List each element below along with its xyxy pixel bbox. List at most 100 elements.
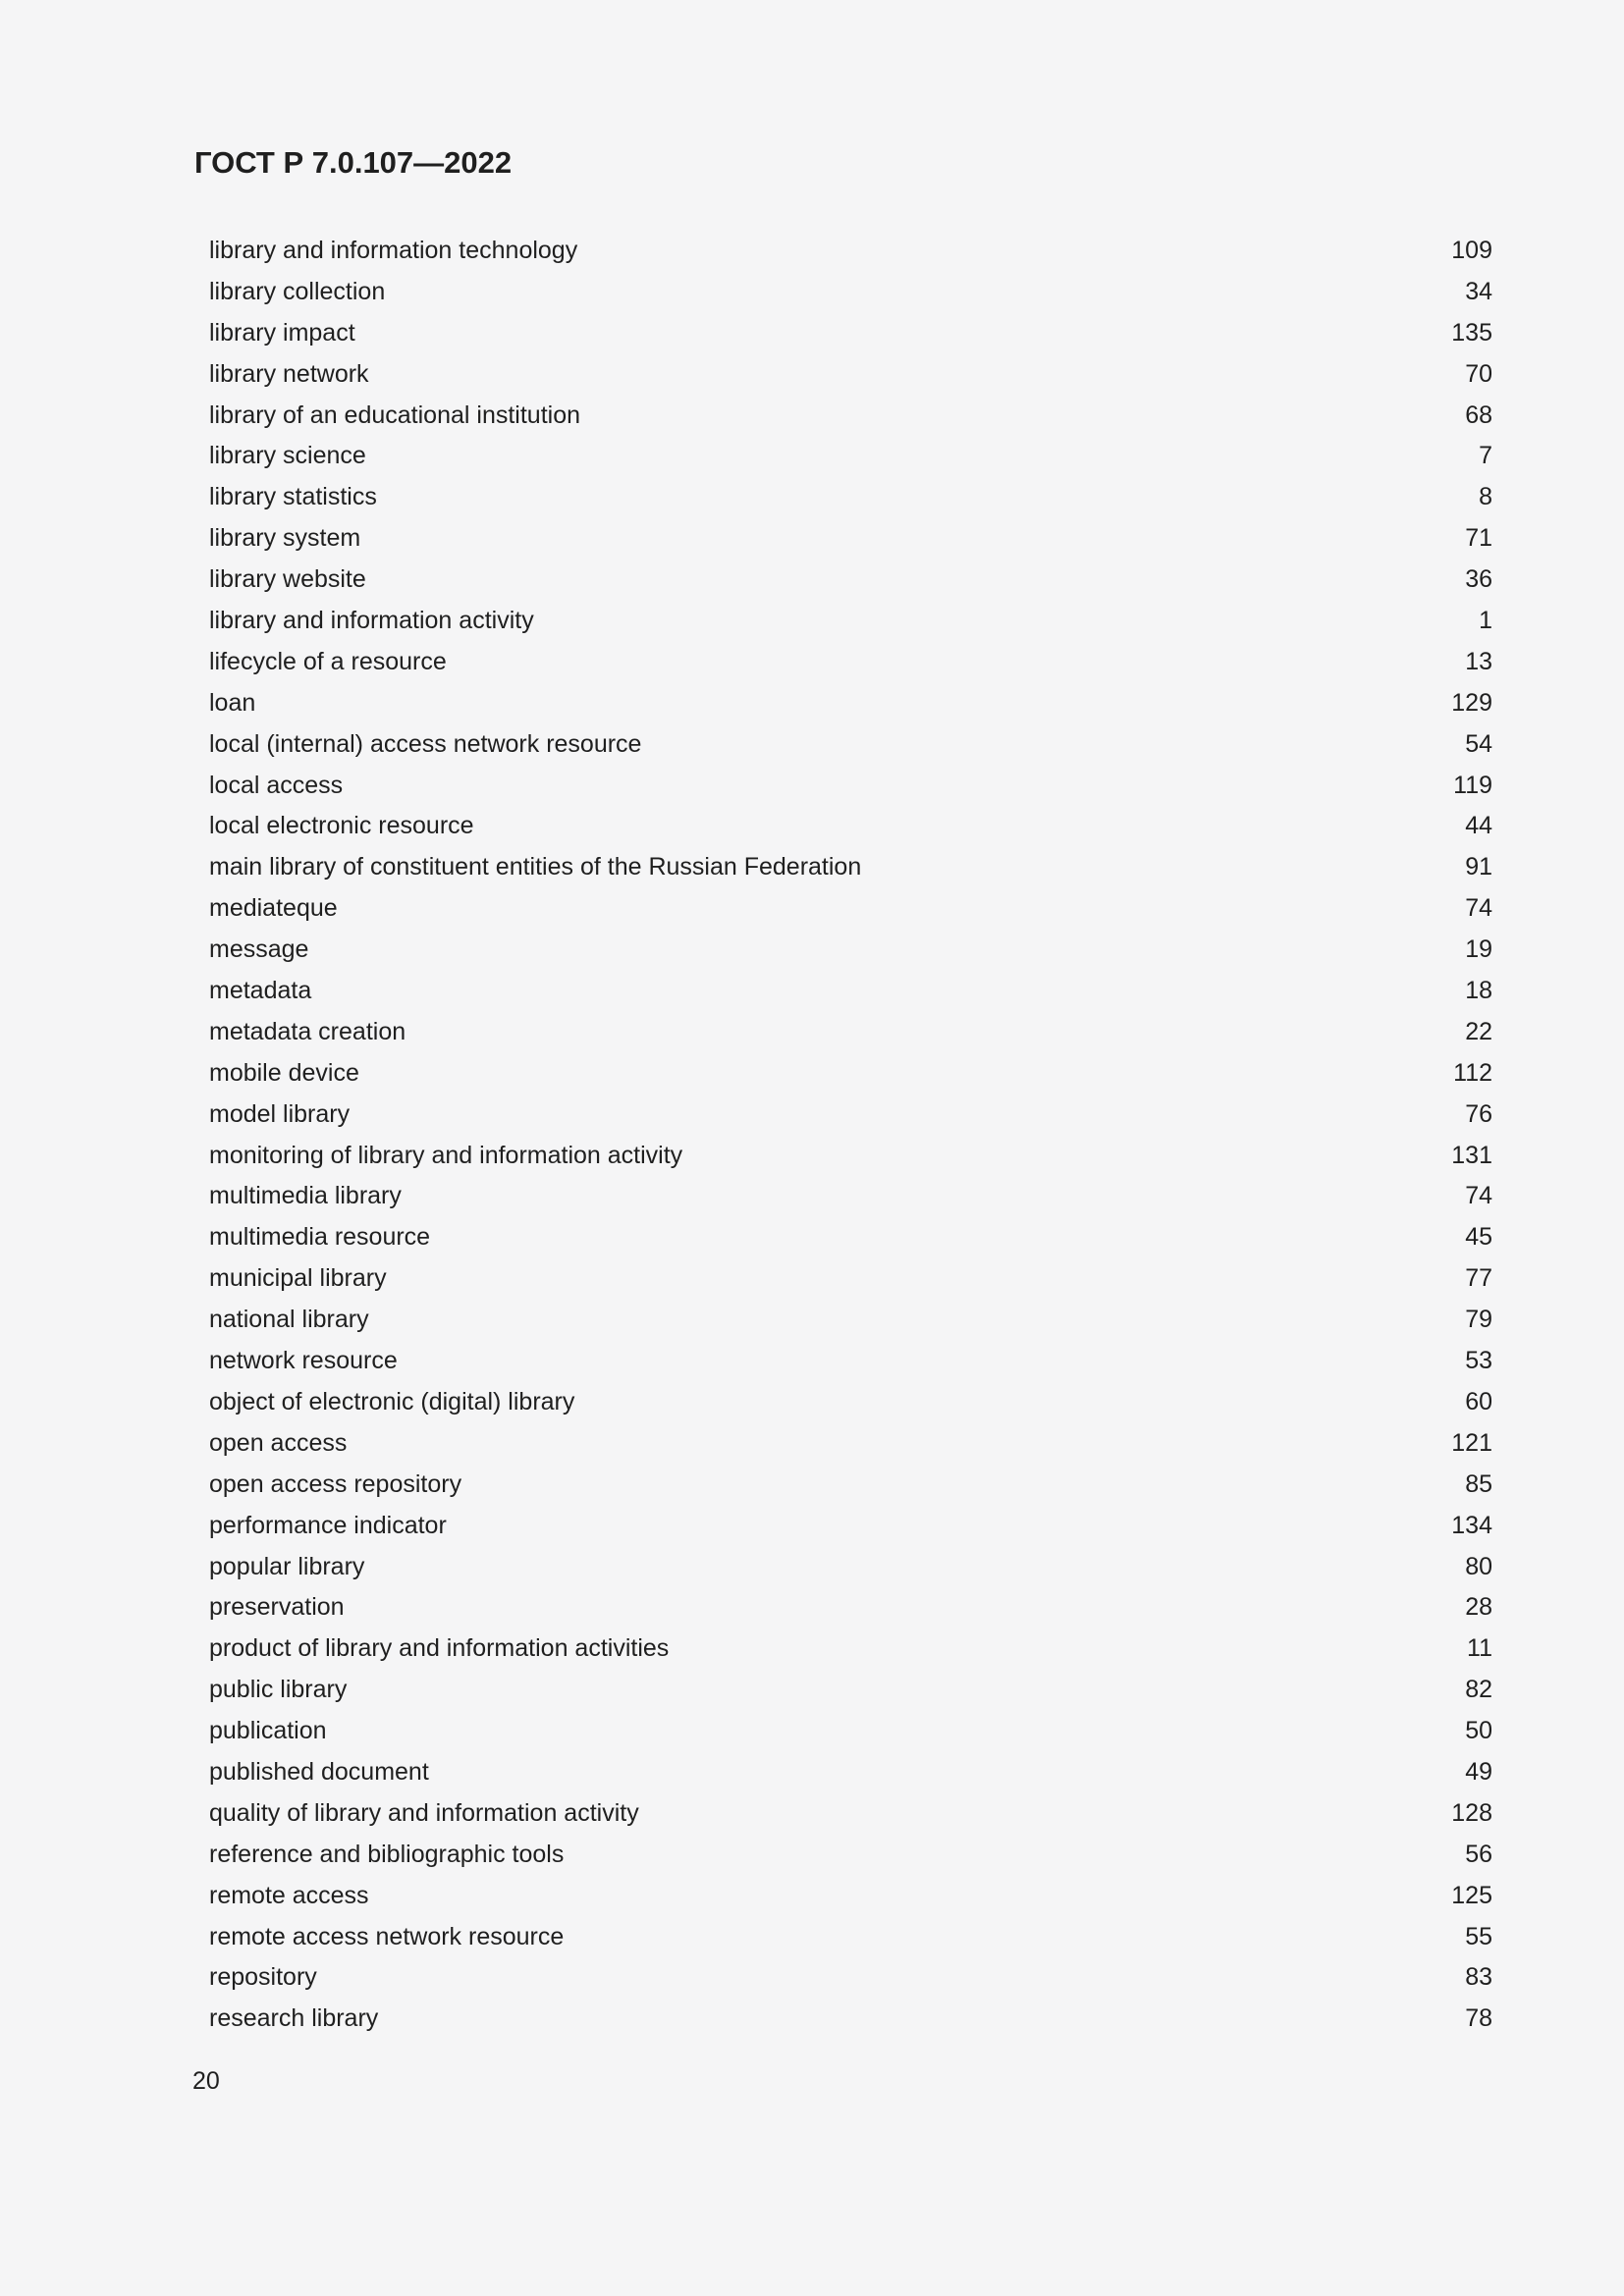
index-page-number: 18: [1465, 977, 1492, 1005]
index-term: local access: [209, 771, 344, 799]
index-page-number: 78: [1465, 2004, 1492, 2033]
index-term: preservation: [209, 1593, 345, 1622]
index-term: library science: [209, 442, 366, 470]
index-term: published document: [209, 1757, 429, 1786]
index-page-number: 50: [1465, 1717, 1492, 1745]
index-page-number: 125: [1451, 1881, 1492, 1909]
index-term: message: [209, 935, 309, 964]
index-entry-row: lifecycle of a resource 13: [209, 642, 1492, 683]
index-term: main library of constituent entities of …: [209, 853, 862, 881]
index-term: quality of library and information activ…: [209, 1798, 639, 1827]
index-entry-row: library collection 34: [209, 272, 1492, 313]
index-page-number: 44: [1465, 812, 1492, 840]
index-page-number: 45: [1465, 1223, 1492, 1252]
index-entry-row: library website 36: [209, 560, 1492, 601]
index-entry-row: publication 50: [209, 1711, 1492, 1752]
index-term: metadata: [209, 977, 312, 1005]
index-entry-row: multimedia resource 45: [209, 1217, 1492, 1258]
index-entry-row: model library 76: [209, 1095, 1492, 1136]
index-entry-row: municipal library 77: [209, 1258, 1492, 1300]
document-header-title: ГОСТ Р 7.0.107—2022: [194, 145, 513, 180]
index-entry-row: library of an educational institution 68: [209, 396, 1492, 437]
index-entry-row: library network 70: [209, 354, 1492, 396]
index-term: public library: [209, 1676, 348, 1704]
index-page-number: 82: [1465, 1676, 1492, 1704]
index-entry-row: local electronic resource 44: [209, 806, 1492, 847]
index-page-number: 79: [1465, 1306, 1492, 1334]
index-entry-row: library system 71: [209, 518, 1492, 560]
index-term: publication: [209, 1717, 327, 1745]
index-page-number: 76: [1465, 1099, 1492, 1128]
index-term: national library: [209, 1306, 369, 1334]
index-entry-row: library and information technology 109: [209, 231, 1492, 272]
index-page-number: 56: [1465, 1840, 1492, 1868]
index-entry-row: metadata 18: [209, 971, 1492, 1012]
index-page-number: 85: [1465, 1469, 1492, 1498]
index-term: local (internal) access network resource: [209, 729, 642, 758]
index-entry-row: main library of constituent entities of …: [209, 847, 1492, 888]
index-term: mediateque: [209, 894, 338, 923]
index-entry-row: quality of library and information activ…: [209, 1793, 1492, 1835]
index-term: local electronic resource: [209, 812, 474, 840]
index-entry-row: library science 7: [209, 436, 1492, 477]
index-entry-row: published document 49: [209, 1752, 1492, 1793]
index-entry-row: local access 119: [209, 766, 1492, 807]
index-term: remote access: [209, 1881, 369, 1909]
index-entry-row: reference and bibliographic tools 56: [209, 1835, 1492, 1876]
index-entry-row: open access 121: [209, 1423, 1492, 1465]
index-entry-row: national library 79: [209, 1300, 1492, 1341]
index-term: library system: [209, 524, 361, 553]
index-term: library network: [209, 359, 369, 388]
index-term: library and information activity: [209, 607, 534, 635]
index-term: loan: [209, 688, 256, 717]
page-number-footer: 20: [192, 2067, 220, 2095]
index-term: performance indicator: [209, 1511, 447, 1539]
index-page-number: 121: [1451, 1428, 1492, 1457]
index-entry-row: network resource 53: [209, 1341, 1492, 1382]
index-entry-row: product of library and information activ…: [209, 1629, 1492, 1670]
index-term: network resource: [209, 1347, 398, 1375]
index-term: municipal library: [209, 1264, 387, 1293]
index-entry-row: repository 83: [209, 1957, 1492, 1999]
index-page-number: 1: [1479, 607, 1492, 635]
index-list: library and information technology 109 l…: [209, 231, 1492, 2040]
index-term: metadata creation: [209, 1017, 406, 1045]
index-entry-row: library statistics 8: [209, 477, 1492, 518]
index-page-number: 112: [1453, 1058, 1492, 1087]
index-entry-row: mediateque 74: [209, 888, 1492, 930]
index-term: library collection: [209, 277, 386, 305]
index-page-number: 74: [1465, 894, 1492, 923]
index-page-number: 54: [1465, 729, 1492, 758]
index-page-number: 49: [1465, 1757, 1492, 1786]
index-term: object of electronic (digital) library: [209, 1387, 575, 1415]
index-term: open access: [209, 1428, 348, 1457]
index-term: remote access network resource: [209, 1922, 565, 1950]
index-term: mobile device: [209, 1058, 359, 1087]
index-entry-row: open access repository 85: [209, 1465, 1492, 1506]
index-page-number: 109: [1451, 237, 1492, 264]
index-page-number: 60: [1465, 1387, 1492, 1415]
index-term: multimedia library: [209, 1182, 402, 1210]
index-term: repository: [209, 1963, 317, 1992]
index-page-number: 129: [1451, 688, 1492, 717]
index-entry-row: popular library 80: [209, 1547, 1492, 1588]
index-page-number: 11: [1467, 1634, 1492, 1663]
index-page-number: 55: [1465, 1922, 1492, 1950]
index-term: library of an educational institution: [209, 400, 581, 429]
index-term: multimedia resource: [209, 1223, 431, 1252]
index-page-number: 128: [1451, 1798, 1492, 1827]
index-term: product of library and information activ…: [209, 1634, 670, 1663]
index-page-number: 28: [1465, 1593, 1492, 1622]
index-page-number: 34: [1465, 277, 1492, 305]
index-term: library website: [209, 565, 366, 594]
index-page-number: 91: [1465, 853, 1492, 881]
index-entry-row: remote access network resource 55: [209, 1917, 1492, 1958]
index-page-number: 74: [1465, 1182, 1492, 1210]
index-page-number: 68: [1465, 400, 1492, 429]
index-entry-row: loan 129: [209, 683, 1492, 724]
index-page-number: 8: [1479, 483, 1492, 511]
index-page-number: 19: [1465, 935, 1492, 964]
index-entry-row: local (internal) access network resource…: [209, 724, 1492, 766]
index-entry-row: performance indicator 134: [209, 1506, 1492, 1547]
index-term: monitoring of library and information ac…: [209, 1141, 683, 1169]
